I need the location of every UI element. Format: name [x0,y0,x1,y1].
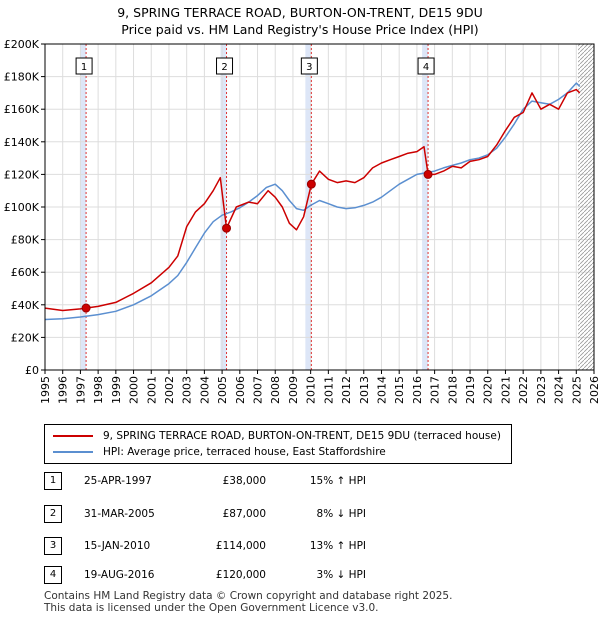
sale-date: 19-AUG-2016 [84,569,155,581]
x-tick-label: 2004 [198,376,211,404]
hpi-line [44,82,581,321]
y-tick-label: £40K [11,299,40,312]
sale-point [81,303,91,313]
sale-date: 25-APR-1997 [84,475,152,487]
sale-label: 4 [423,62,429,73]
x-tick-label: 1998 [92,376,105,404]
x-tick-label: 2018 [446,376,459,404]
sale-date: 31-MAR-2005 [84,508,155,520]
x-tick-label: 2001 [145,376,158,404]
x-tick-label: 2016 [411,376,424,404]
legend-swatch-property [53,435,93,437]
sale-point [306,179,316,189]
sale-label: 2 [221,62,227,73]
x-tick-label: 2025 [570,376,583,404]
x-tick-label: 2003 [181,376,194,404]
x-tick-label: 2002 [163,376,176,404]
sale-label: 1 [81,62,87,73]
sale-point [423,169,433,179]
sale-price: £87,000 [222,508,266,520]
sale-label-box [75,57,93,75]
y-tick-label: £140K [4,136,40,149]
y-tick-label: £20K [11,331,40,344]
chart-title-line1: 9, SPRING TERRACE ROAD, BURTON-ON-TRENT,… [117,5,483,20]
chart-title: 9, SPRING TERRACE ROAD, BURTON-ON-TRENT,… [0,4,600,38]
x-tick-label: 2008 [269,376,282,404]
sale-hpi-diff: 15% ↑ HPI [309,475,366,487]
y-tick-label: £160K [4,103,40,116]
legend-swatch-hpi [53,451,93,453]
x-tick-label: 2023 [535,376,548,404]
sale-badge: 3 [44,537,62,555]
x-tick-label: 2022 [517,376,530,404]
y-tick-label: £80K [11,234,40,247]
x-tick-label: 2019 [464,376,477,404]
sale-hpi-diff: 3% ↓ HPI [316,569,366,581]
x-tick-label: 1995 [39,376,52,404]
x-tick-label: 2026 [588,376,600,404]
sale-hpi-diff: 13% ↑ HPI [309,540,366,552]
forecast-hatch [578,44,594,370]
footer: Contains HM Land Registry data © Crown c… [44,590,452,614]
x-tick-label: 2013 [358,376,371,404]
table-row: 3 15-JAN-2010 £114,000 13% ↑ HPI [44,537,564,555]
x-tick-label: 2007 [252,376,265,404]
x-tick-label: 2020 [482,376,495,404]
sale-badge: 4 [44,566,62,584]
y-tick-label: £60K [11,266,40,279]
x-tick-label: 1999 [110,376,123,404]
legend-label-property: 9, SPRING TERRACE ROAD, BURTON-ON-TRENT,… [103,430,501,442]
y-tick-label: £100K [4,201,40,214]
footer-line1: Contains HM Land Registry data © Crown c… [44,590,453,602]
property-price-line [44,88,581,312]
price-chart: 1 2 3 4 £0 £20K £40K £60K £80K £100K £120K £140K £1… [4,38,600,404]
sale-date: 15-JAN-2010 [84,540,151,552]
sale-badge: 1 [44,472,62,490]
table-row: 2 31-MAR-2005 £87,000 8% ↓ HPI [44,505,564,523]
y-tick-label: £0 [25,364,39,377]
x-tick-label: 2000 [128,376,141,404]
sale-label-box [417,57,435,75]
x-tick-label: 2009 [287,376,300,404]
sale-badge: 2 [44,505,62,523]
x-tick-label: 1997 [74,376,87,404]
x-tick-label: 2011 [322,376,335,404]
x-tick-label: 1996 [57,376,70,404]
x-tick-label: 2010 [305,376,318,404]
legend-label-hpi: HPI: Average price, terraced house, East… [103,446,386,458]
table-row: 4 19-AUG-2016 £120,000 3% ↓ HPI [44,566,564,584]
x-tick-label: 2012 [340,376,353,404]
sale-price: £38,000 [222,475,266,487]
chart-title-line2: Price paid vs. HM Land Registry's House … [121,22,479,37]
x-tick-label: 2024 [553,376,566,404]
x-tick-label: 2021 [499,376,512,404]
footer-line2: This data is licensed under the Open Gov… [44,602,379,614]
x-tick-label: 2005 [216,376,229,404]
x-tick-label: 2014 [375,376,388,404]
y-tick-label: £200K [4,38,40,51]
table-row: 1 25-APR-1997 £38,000 15% ↑ HPI [44,472,564,490]
sale-point [222,223,232,233]
x-tick-label: 2006 [234,376,247,404]
sale-hpi-diff: 8% ↓ HPI [316,508,366,520]
sale-label-box [216,57,234,75]
y-tick-label: £180K [4,71,40,84]
sale-label-box [300,57,318,75]
sale-price: £120,000 [215,569,266,581]
y-tick-label: £120K [4,168,40,181]
sale-label: 3 [306,62,312,73]
x-tick-label: 2017 [429,376,442,404]
legend: 9, SPRING TERRACE ROAD, BURTON-ON-TRENT,… [44,424,512,464]
x-tick-label: 2015 [393,376,406,404]
sale-price: £114,000 [215,540,266,552]
